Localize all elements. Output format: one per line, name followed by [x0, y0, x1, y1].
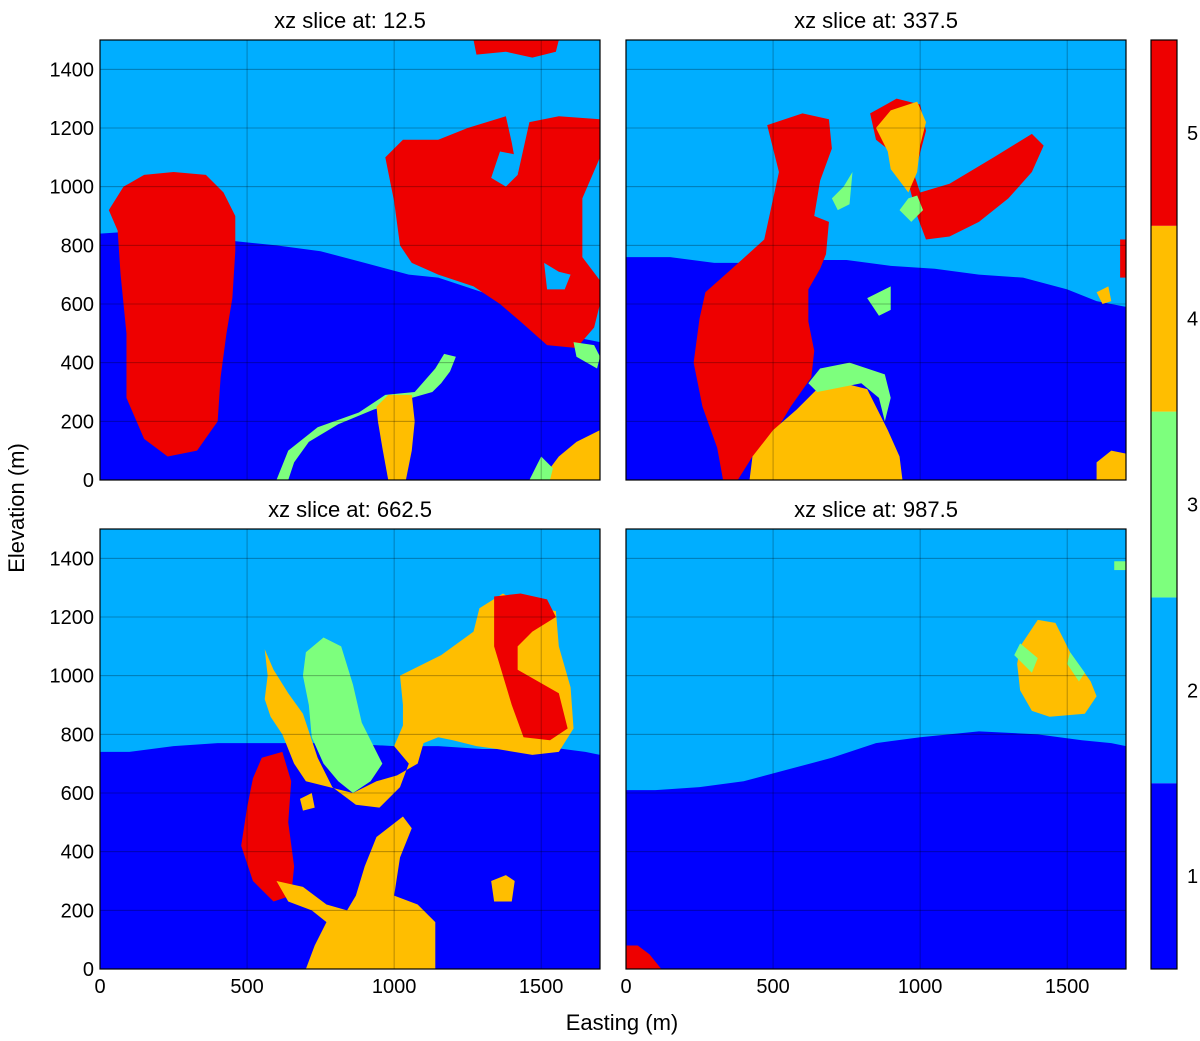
colorbar-segment-2 [1151, 597, 1177, 784]
y-tick-label: 1000 [50, 666, 95, 688]
domain-3-body [276, 353, 456, 480]
domain-3-body [573, 342, 600, 369]
panel-1-plot-area [100, 40, 600, 480]
colorbar-frame [1150, 39, 1178, 970]
domain-2-body [544, 262, 571, 290]
domain-5-body [241, 751, 295, 902]
y-tick-label: 800 [61, 724, 94, 746]
y-tick-label: 600 [61, 783, 94, 805]
domain-3-body [808, 362, 891, 422]
domain-2-body [491, 151, 518, 187]
domain-4-body [1017, 619, 1097, 717]
panel-frame [99, 39, 601, 481]
panel-3: xz slice at: 662.5 0 200 400 600 800 1000 1200 1… [50, 497, 601, 998]
domain-4-body [876, 101, 926, 193]
panel-2: xz slice at: 337.5 [625, 8, 1127, 481]
y-tick-label: 200 [61, 411, 94, 433]
x-tick-label: 1500 [1045, 976, 1090, 998]
y-tick-label: 400 [61, 353, 94, 375]
panel-3-plot-area [100, 529, 600, 969]
domain-5-body [626, 945, 662, 969]
x-tick-label: 1500 [519, 976, 564, 998]
y-tick-label: 1000 [50, 177, 95, 199]
panel-title: xz slice at: 337.5 [794, 8, 958, 33]
y-tick-label: 1400 [50, 548, 95, 570]
x-tick-label: 0 [94, 976, 105, 998]
panels-group: xz slice at: 12.5 0 200 400 600 800 1000 1200 14… [50, 8, 1127, 998]
domain-1-region [100, 743, 600, 969]
colorbar-tick-label: 3 [1187, 495, 1198, 517]
panel-frame [99, 528, 601, 970]
y-tick-label: 1200 [50, 607, 95, 629]
colorbar-tick-label: 1 [1187, 866, 1198, 888]
colorbar-segment-4 [1151, 225, 1177, 412]
domain-4-body [541, 430, 600, 480]
y-tick-label: 800 [61, 235, 94, 257]
colorbar-tick-label: 5 [1187, 123, 1198, 145]
y-tick-label: 0 [83, 959, 94, 981]
colorbar-tick-label: 4 [1187, 309, 1198, 331]
domain-4-body [1096, 450, 1126, 480]
colorbar-segment-5 [1151, 40, 1177, 226]
domain-4-body [1096, 286, 1112, 304]
panel-4: xz slice at: 987.5 0 500 1000 1500 [620, 497, 1127, 998]
x-axis-label: Easting (m) [566, 1010, 678, 1035]
domain-5-body [473, 40, 559, 58]
y-tick-label: 400 [61, 842, 94, 864]
colorbar: 1 2 3 4 5 [1150, 39, 1198, 970]
domain-3-body [1014, 643, 1038, 673]
y-tick-label: 1400 [50, 59, 95, 81]
colorbar-tick-label: 2 [1187, 680, 1198, 702]
domain-5-body [1120, 239, 1126, 278]
x-tick-label: 500 [756, 976, 789, 998]
domain-4-body [276, 816, 436, 969]
domain-4-body [300, 793, 315, 811]
panel-1: xz slice at: 12.5 0 200 400 600 800 1000 1200 14… [50, 8, 601, 492]
domain-3-body [302, 637, 383, 793]
y-tick-label: 200 [61, 900, 94, 922]
domain-3-body [899, 195, 924, 222]
panel-title: xz slice at: 12.5 [274, 8, 426, 33]
x-tick-label: 1000 [898, 976, 943, 998]
y-tick-label: 0 [83, 470, 94, 492]
x-tick-label: 1000 [372, 976, 417, 998]
domain-5-body [385, 116, 600, 349]
domain-3-body [867, 286, 891, 316]
domain-3-body [1114, 561, 1126, 571]
domain-4-body [491, 875, 515, 902]
domain-4-body [376, 394, 415, 480]
y-axis-label: Elevation (m) [4, 443, 29, 573]
y-tick-label: 600 [61, 294, 94, 316]
panel-title: xz slice at: 987.5 [794, 497, 958, 522]
domain-5-body [108, 172, 236, 457]
domain-4-body [749, 383, 903, 480]
panel-2-plot-area [626, 40, 1126, 480]
panel-title: xz slice at: 662.5 [268, 497, 432, 522]
colorbar-segment-3 [1151, 411, 1177, 598]
panel-frame [625, 39, 1127, 481]
y-tick-label: 1200 [50, 118, 95, 140]
domain-5-body [494, 593, 568, 741]
colorbar-segment-1 [1151, 783, 1177, 969]
x-tick-label: 500 [230, 976, 263, 998]
x-tick-label: 0 [620, 976, 631, 998]
domain-3-body [529, 456, 553, 480]
domain-1-region [626, 731, 1126, 969]
domain-3-body [1067, 652, 1085, 682]
domain-3-body [831, 172, 853, 211]
panel-4-plot-area [626, 529, 1126, 969]
panel-frame [625, 528, 1127, 970]
domain-5-body [693, 113, 832, 480]
